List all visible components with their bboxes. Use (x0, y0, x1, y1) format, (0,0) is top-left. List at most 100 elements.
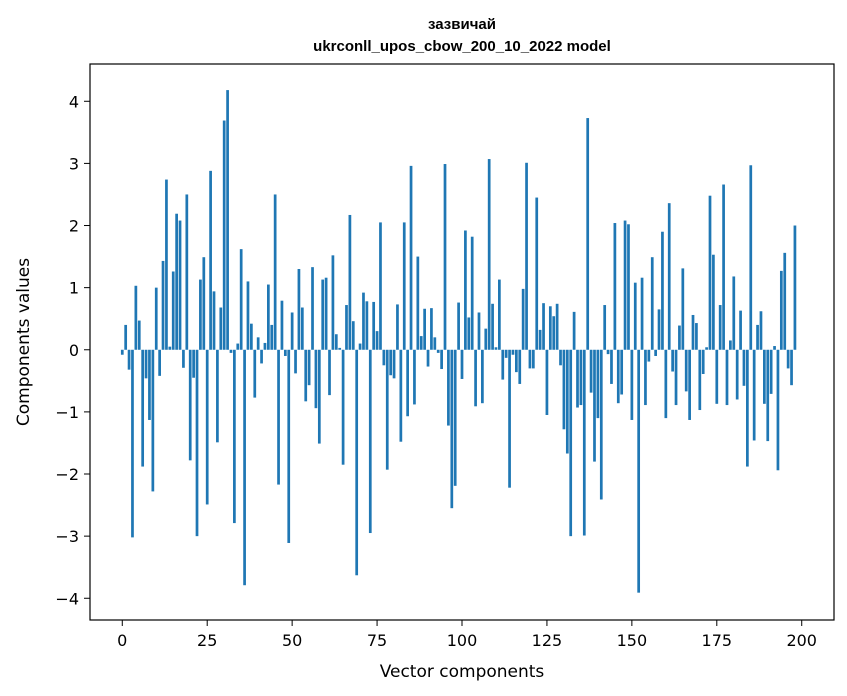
x-tick-label: 25 (197, 631, 217, 650)
bar (389, 349, 393, 376)
bar (137, 320, 141, 350)
bar (460, 349, 464, 379)
bar (185, 194, 189, 350)
bar (202, 257, 206, 350)
bar (763, 349, 766, 404)
bar (705, 347, 708, 350)
bar (199, 279, 202, 350)
bar (317, 349, 321, 444)
bar (749, 165, 753, 350)
y-axis-label: Components values (14, 258, 34, 426)
bar (752, 349, 756, 441)
bar (345, 305, 348, 350)
bar (637, 349, 641, 593)
bar (491, 303, 494, 350)
bar (769, 349, 773, 394)
bar (141, 349, 145, 467)
bar (722, 184, 725, 350)
bar (182, 349, 185, 368)
bar (267, 284, 270, 350)
bar (589, 349, 593, 393)
bar (464, 230, 467, 350)
bar (467, 317, 471, 350)
bar (239, 249, 243, 350)
bar (511, 349, 515, 355)
bar (742, 349, 746, 386)
bar (375, 331, 379, 350)
bar (681, 268, 685, 350)
bar (277, 349, 280, 485)
bar (270, 324, 274, 350)
bar (453, 349, 457, 486)
bar (195, 349, 199, 537)
bar (440, 349, 443, 370)
x-tick-label: 175 (702, 631, 733, 650)
bar (708, 195, 712, 350)
bar (219, 307, 223, 350)
bar (426, 349, 430, 367)
bar (212, 291, 216, 350)
bar (657, 309, 661, 350)
bar (746, 349, 749, 467)
bar (413, 349, 416, 405)
bar (131, 349, 134, 538)
bar (307, 349, 311, 386)
bar (538, 329, 542, 350)
x-tick-label: 75 (367, 631, 387, 650)
bar (216, 349, 219, 443)
bar (776, 349, 780, 471)
bar (783, 252, 787, 350)
bar (773, 346, 776, 350)
bar (678, 325, 681, 350)
bar (729, 340, 732, 350)
bar (331, 255, 335, 350)
bar (542, 303, 545, 350)
bar (579, 349, 583, 406)
bar (515, 349, 518, 373)
bar (127, 349, 131, 370)
bar (304, 349, 308, 402)
bar (423, 308, 426, 350)
y-tick-label: 1 (69, 279, 79, 298)
bar (535, 197, 539, 350)
bar (786, 349, 790, 369)
bar (739, 310, 742, 350)
x-tick-label: 125 (532, 631, 563, 650)
bar (151, 349, 155, 492)
bar (443, 164, 447, 350)
bar (300, 307, 304, 350)
bar (596, 349, 600, 419)
bar (436, 349, 440, 353)
bar (334, 334, 338, 350)
bar (402, 222, 406, 350)
bar (365, 301, 369, 350)
bar (161, 260, 165, 350)
bar (294, 349, 297, 374)
bar (725, 349, 729, 406)
bar (671, 349, 674, 372)
bar (338, 347, 342, 350)
bar (409, 165, 413, 350)
bar (582, 349, 586, 536)
bar (688, 349, 691, 420)
bar (253, 349, 257, 398)
bar (192, 349, 195, 378)
bar (667, 203, 671, 350)
bar (158, 349, 161, 376)
bar (695, 323, 698, 350)
y-tick-label: 3 (69, 154, 79, 173)
bar (348, 214, 352, 350)
bar (684, 349, 688, 392)
bar (559, 349, 562, 366)
bar (406, 349, 409, 417)
bar (154, 287, 158, 350)
bar (528, 349, 532, 369)
x-axis-ticks: 0 25 50 75 100 125 150 175 200 (117, 620, 817, 650)
bar (650, 257, 654, 350)
bar (280, 300, 284, 350)
bar (144, 349, 148, 379)
bar (484, 328, 488, 350)
bar (433, 337, 437, 350)
bar (474, 349, 477, 407)
bar (793, 225, 797, 350)
